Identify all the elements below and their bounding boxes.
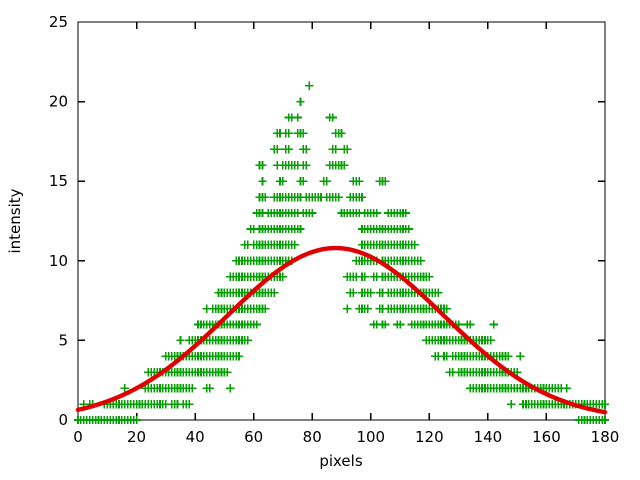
scatter-point — [269, 288, 279, 297]
x-axis-title: pixels — [319, 452, 363, 470]
y-tick-label: 0 — [58, 411, 68, 429]
scatter-point — [433, 288, 443, 297]
scatter-point — [284, 129, 293, 138]
scatter-point — [290, 240, 299, 250]
scatter-point — [305, 81, 314, 90]
x-tick-label: 80 — [303, 428, 322, 446]
plot-frame — [77, 21, 606, 421]
scatter-point — [223, 368, 232, 377]
scatter-point — [395, 320, 405, 329]
scatter-point — [507, 399, 516, 409]
scatter-point — [401, 208, 411, 218]
scatter-point — [243, 336, 253, 345]
scatter-point — [322, 177, 332, 186]
scatter-point — [372, 208, 381, 218]
scatter-point — [363, 304, 373, 313]
scatter-point — [354, 177, 364, 186]
scatter-point — [466, 320, 475, 329]
scatter-point — [512, 368, 522, 377]
scatter-point — [381, 320, 390, 329]
fit-curve — [75, 245, 608, 415]
scatter-point — [343, 145, 352, 154]
x-tick-label: 160 — [532, 428, 561, 446]
x-tick-labels: 0 20 40 60 80 100 120 140 160 180 — [73, 428, 619, 446]
scatter-point — [261, 304, 270, 313]
scatter-point — [600, 415, 610, 425]
scatter-point — [334, 192, 343, 202]
x-tick-label: 120 — [415, 428, 444, 446]
y-tick-label: 20 — [49, 93, 68, 111]
scatter-point — [357, 192, 367, 202]
scatter-point — [272, 145, 282, 154]
scatter-point — [302, 161, 311, 170]
y-tick-label: 5 — [58, 331, 68, 349]
y-tick-labels: 0 5 10 15 20 25 — [49, 13, 68, 429]
scatter-point — [337, 129, 346, 138]
scatter-point — [366, 288, 375, 297]
x-tick-label: 180 — [591, 428, 620, 446]
x-tick-label: 60 — [244, 428, 263, 446]
y-axis-title: intensity — [6, 188, 24, 253]
scatter-point — [308, 208, 317, 218]
x-tick-label: 40 — [186, 428, 205, 446]
x-tick-label: 20 — [127, 428, 146, 446]
x-tick-label: 140 — [474, 428, 503, 446]
gaussian-fit-line — [75, 245, 608, 415]
scatter-point — [515, 352, 525, 361]
scatter-point — [278, 177, 288, 186]
scatter-point — [302, 145, 311, 154]
scatter-point — [278, 272, 288, 281]
scatter-point — [416, 256, 425, 265]
scatter-point — [258, 177, 267, 186]
scatter-point — [562, 383, 572, 393]
y-tick-label: 10 — [49, 252, 68, 270]
scatter-point — [486, 336, 496, 345]
scatter-point — [410, 240, 419, 250]
scatter-point — [360, 272, 370, 281]
scatter-point — [328, 113, 337, 122]
scatter-point — [187, 383, 197, 393]
scatter-point — [299, 177, 308, 186]
scatter-point — [258, 161, 267, 170]
scatter-point — [489, 320, 498, 329]
scatter-point — [261, 192, 270, 202]
scatter-point — [252, 320, 261, 329]
scatter-point — [226, 383, 235, 393]
x-tick-label: 100 — [356, 428, 385, 446]
scatter-point — [349, 288, 358, 297]
scatter-point — [234, 352, 244, 361]
scatter-point — [299, 129, 308, 138]
scatter-point — [331, 145, 340, 154]
scatter-point — [425, 272, 434, 281]
scatter-point — [296, 224, 305, 234]
scatter-point — [120, 383, 130, 393]
scatter-point — [404, 224, 414, 234]
scatter-point — [442, 304, 452, 313]
scatter-point — [284, 145, 293, 154]
scatter-point — [504, 352, 513, 361]
scatter-point — [132, 415, 141, 425]
x-tick-label: 0 — [73, 428, 83, 446]
scatter-point — [176, 336, 185, 345]
scatter-point — [293, 113, 302, 122]
scatter-point — [343, 304, 352, 313]
scatter-point — [296, 97, 305, 106]
y-tick-label: 15 — [49, 172, 68, 190]
scatter-point — [381, 177, 390, 186]
y-tick-label: 25 — [49, 13, 68, 31]
scatter-point — [340, 161, 349, 170]
scatter-point — [205, 383, 214, 393]
scatter-point — [185, 399, 194, 409]
scatter-point — [600, 399, 610, 409]
